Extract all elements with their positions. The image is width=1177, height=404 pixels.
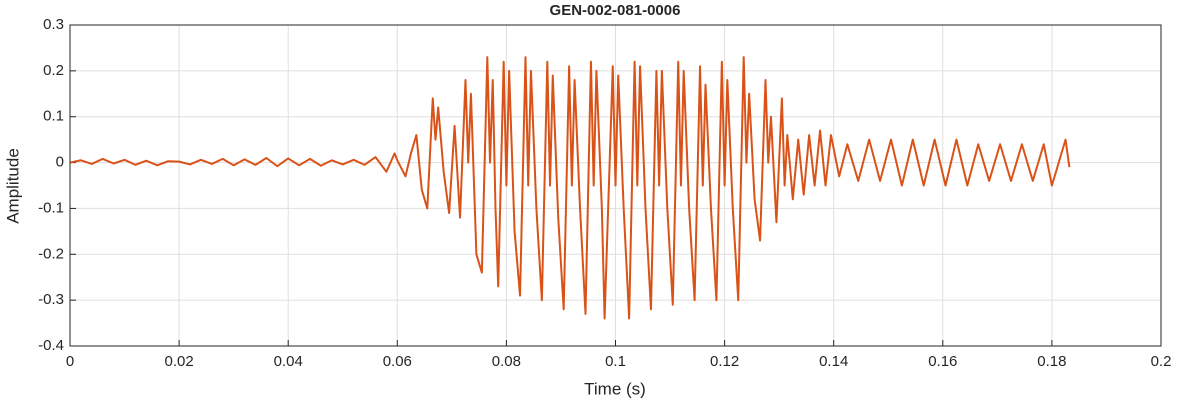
waveform-line <box>69 56 1071 320</box>
x-tick-label: 0.2 <box>1151 353 1172 370</box>
x-tick-label: 0.1 <box>605 353 626 370</box>
x-tick-label: 0.08 <box>492 353 521 370</box>
x-axis-label: Time (s) <box>584 379 646 398</box>
y-tick-label: -0.2 <box>38 245 64 262</box>
y-tick-label: -0.4 <box>38 337 64 354</box>
axes-box <box>69 24 1162 347</box>
chart-title: GEN-002-081-0006 <box>550 2 681 19</box>
y-tick-label: 0.1 <box>43 108 64 125</box>
y-tick-label: -0.1 <box>38 199 64 216</box>
x-tick-label: 0.04 <box>274 353 303 370</box>
x-tick-label: 0 <box>66 353 74 370</box>
y-tick-label: 0.3 <box>43 16 64 33</box>
x-tick-label: 0.14 <box>819 353 848 370</box>
y-tick-label: 0.2 <box>43 62 64 79</box>
x-tick-label: 0.06 <box>383 353 412 370</box>
y-tick-label: -0.3 <box>38 291 64 308</box>
y-tick-label: 0 <box>56 154 64 171</box>
x-tick-label: 0.12 <box>710 353 739 370</box>
y-axis-label: Amplitude <box>3 148 22 224</box>
x-tick-label: 0.02 <box>164 353 193 370</box>
x-tick-label: 0.18 <box>1037 353 1066 370</box>
x-tick-label: 0.16 <box>928 353 957 370</box>
